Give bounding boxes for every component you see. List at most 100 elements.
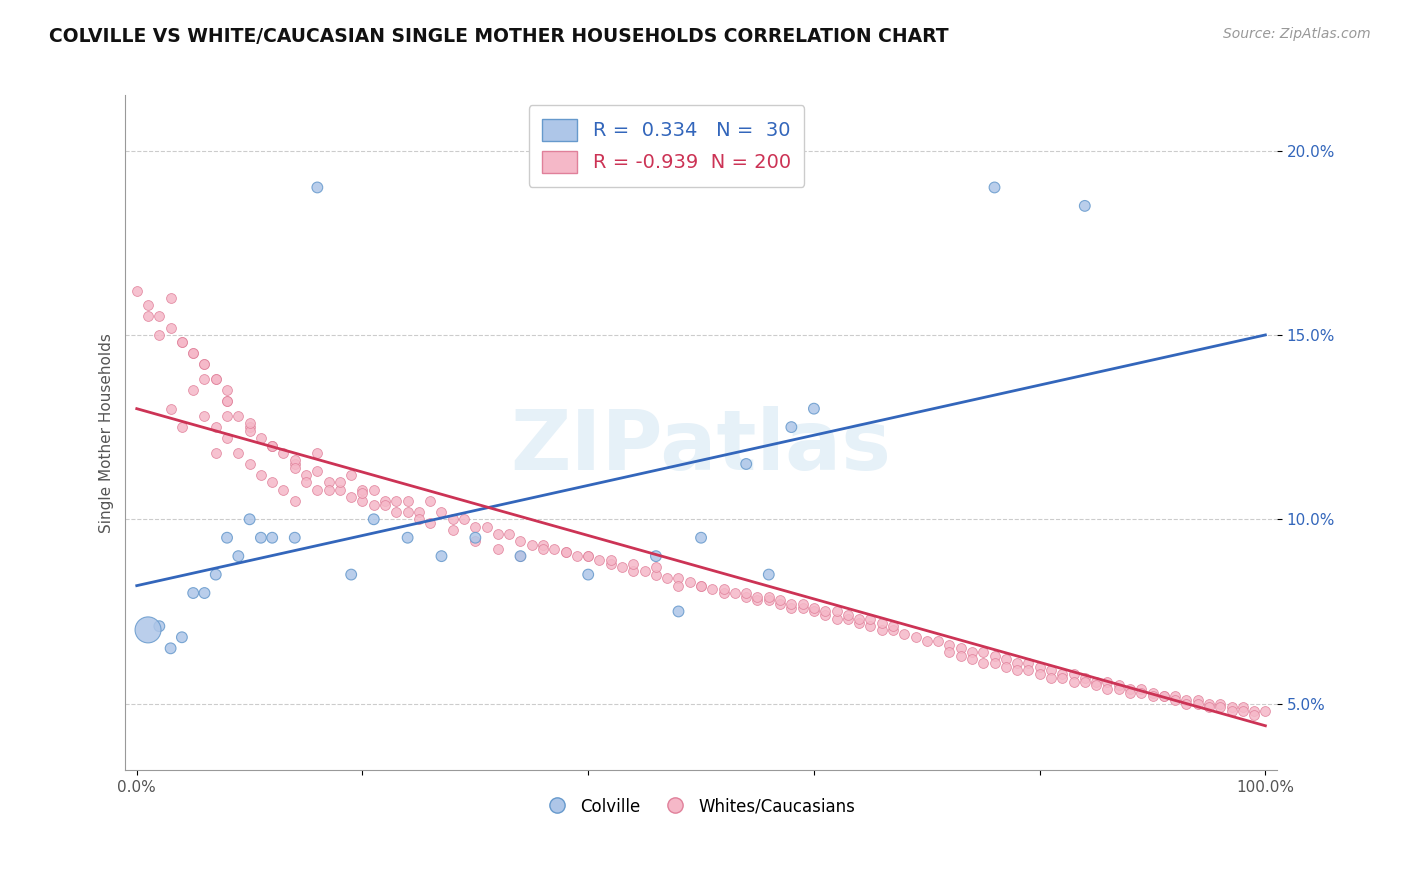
Point (204, 567, 226, 582)
Point (273, 446, 295, 460)
Point (713, 586, 735, 600)
Point (1017, 664, 1039, 678)
Point (284, 493, 307, 508)
Point (204, 372, 226, 386)
Point (610, 560, 633, 574)
Point (215, 394, 238, 409)
Point (645, 549, 668, 563)
Point (239, 457, 262, 471)
Point (1017, 656, 1039, 670)
Point (374, 493, 396, 508)
Point (1119, 685, 1142, 699)
Point (374, 498, 396, 512)
Point (136, 310, 159, 324)
Point (273, 483, 295, 497)
Point (621, 557, 644, 571)
Point (385, 493, 408, 508)
Point (1164, 693, 1187, 707)
Point (668, 604, 690, 618)
Point (1050, 671, 1073, 685)
Point (340, 490, 363, 504)
Point (690, 579, 713, 593)
Point (825, 612, 848, 626)
Point (262, 438, 284, 452)
Point (464, 531, 486, 545)
Point (994, 659, 1017, 673)
Point (204, 446, 226, 460)
Point (170, 630, 193, 644)
Point (181, 586, 204, 600)
Point (170, 335, 193, 350)
Point (307, 483, 329, 497)
Point (972, 645, 994, 659)
Text: Source: ZipAtlas.com: Source: ZipAtlas.com (1223, 27, 1371, 41)
Point (1074, 674, 1097, 689)
Point (803, 604, 825, 618)
Point (576, 549, 599, 563)
Point (780, 420, 803, 434)
Point (531, 538, 554, 552)
Point (352, 483, 374, 497)
Point (825, 604, 848, 618)
Point (769, 597, 792, 611)
Point (870, 623, 893, 637)
Point (758, 590, 780, 604)
Point (136, 623, 159, 637)
Point (204, 372, 226, 386)
Point (994, 652, 1017, 666)
Point (1209, 697, 1232, 711)
Point (1198, 697, 1220, 711)
Point (159, 641, 181, 656)
Point (1063, 674, 1085, 689)
Point (814, 608, 837, 623)
Point (250, 431, 273, 445)
Point (193, 358, 215, 372)
Point (486, 541, 509, 556)
Point (1209, 700, 1232, 714)
Point (385, 505, 408, 519)
Point (576, 549, 599, 563)
Point (1130, 685, 1153, 699)
Point (363, 512, 385, 526)
Point (1220, 700, 1243, 714)
Point (859, 619, 882, 633)
Point (498, 527, 520, 541)
Point (408, 505, 430, 519)
Point (983, 180, 1005, 194)
Point (960, 652, 983, 666)
Point (1187, 693, 1209, 707)
Point (1119, 681, 1142, 696)
Point (262, 438, 284, 452)
Point (1085, 678, 1108, 692)
Point (148, 310, 170, 324)
Point (170, 420, 193, 434)
Point (758, 593, 780, 607)
Point (363, 498, 385, 512)
Point (430, 505, 453, 519)
Point (352, 486, 374, 500)
Point (758, 567, 780, 582)
Point (295, 468, 318, 483)
Point (960, 645, 983, 659)
Point (848, 615, 870, 630)
Point (1142, 690, 1164, 704)
Point (441, 512, 464, 526)
Point (1243, 704, 1265, 718)
Point (284, 453, 307, 467)
Point (250, 468, 273, 483)
Point (307, 180, 329, 194)
Point (250, 531, 273, 545)
Point (1187, 697, 1209, 711)
Point (927, 634, 949, 648)
Point (1050, 667, 1073, 681)
Point (363, 483, 385, 497)
Point (329, 475, 352, 490)
Point (893, 626, 915, 640)
Point (1005, 656, 1028, 670)
Point (318, 475, 340, 490)
Point (657, 571, 679, 585)
Legend: Colville, Whites/Caucasians: Colville, Whites/Caucasians (540, 791, 862, 822)
Point (464, 519, 486, 533)
Point (837, 608, 859, 623)
Point (262, 531, 284, 545)
